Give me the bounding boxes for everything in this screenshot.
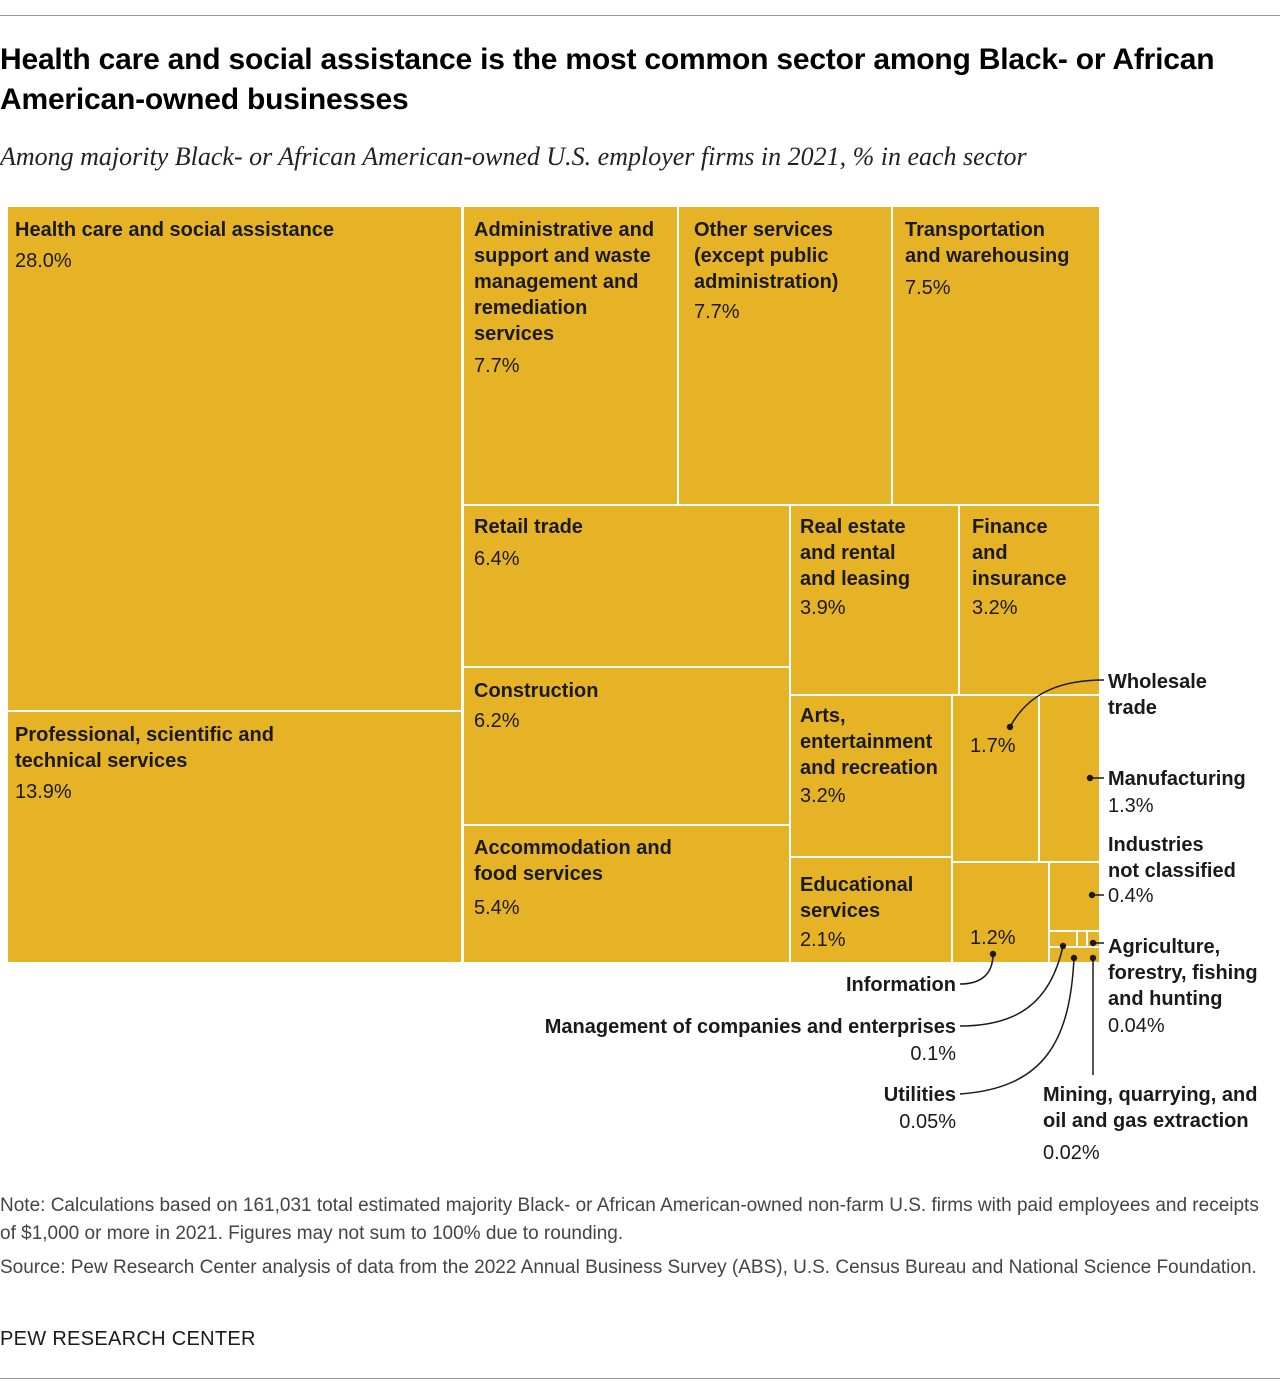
tile-value-retail-trade: 6.4% <box>474 548 520 570</box>
tile-value-construction: 6.2% <box>474 710 520 732</box>
callout-dot-management-of-companies-and-enterprises <box>1059 942 1067 950</box>
tile-value-accommodation-and-food-services: 5.4% <box>474 897 520 919</box>
tile-wholesale-trade <box>951 694 1040 863</box>
tile-value-real-estate-and-rental-and-leasing: 3.9% <box>800 597 846 619</box>
tile-label-transportation-and-warehousing: Transportation and warehousing <box>905 219 1069 267</box>
callout-lines <box>959 679 1105 1095</box>
tile-utilities <box>1076 930 1088 948</box>
chart-title: Health care and social assistance is the… <box>0 43 1215 116</box>
chart-note: Note: Calculations based on 161,031 tota… <box>0 1195 1259 1244</box>
callout-dot-manufacturing <box>1086 774 1094 782</box>
chart-subtitle: Among majority Black- or African America… <box>0 142 1027 171</box>
tile-value-administrative-and-support-and-waste-management-and-remediation-services: 7.7% <box>474 355 520 377</box>
treemap-tiles <box>6 205 1101 964</box>
bottom-rule <box>0 1378 1280 1379</box>
callout-line-management-of-companies-and-enterprises <box>959 945 1064 1027</box>
callout-value-mining-quarrying-and-oil-and-gas-extraction: 0.02% <box>1043 1142 1100 1164</box>
callout-label-information: Information <box>846 974 956 996</box>
callout-value-management-of-companies-and-enterprises: 0.1% <box>910 1043 956 1065</box>
tile-label-arts-entertainment-and-recreation: Arts, entertainment and recreation <box>800 705 938 779</box>
tile-label-retail-trade: Retail trade <box>474 516 583 538</box>
callout-label-agriculture-forestry-fishing-and-hunting: Agriculture, forestry, fishing and hunting <box>1108 936 1258 1010</box>
tile-value-other-services-except-public-administration: 7.7% <box>694 301 740 323</box>
callout-dot-agriculture-forestry-fishing-and-hunting <box>1089 939 1097 947</box>
callout-label-industries-not-classified: Industries not classified <box>1108 834 1236 882</box>
tile-information <box>951 861 1050 964</box>
tile-label-construction: Construction <box>474 680 598 702</box>
callout-label-utilities: Utilities <box>884 1084 956 1106</box>
tile-value-information: 1.2% <box>970 927 1016 949</box>
callout-value-industries-not-classified: 0.4% <box>1108 885 1154 907</box>
tile-value-arts-entertainment-and-recreation: 3.2% <box>800 785 846 807</box>
tile-label-real-estate-and-rental-and-leasing: Real estate and rental and leasing <box>800 516 910 590</box>
tile-educational-services <box>789 856 953 964</box>
chart-source: Source: Pew Research Center analysis of … <box>0 1257 1257 1278</box>
tile-other-services-except-public-administration <box>677 205 893 506</box>
tile-label-educational-services: Educational services <box>800 874 913 922</box>
callout-dot-wholesale-trade <box>1006 723 1014 731</box>
tile-label-professional-scientific-and-technical-services: Professional, scientific and technical se… <box>15 724 274 772</box>
callout-value-utilities: 0.05% <box>899 1111 956 1133</box>
tile-professional-scientific-and-technical-services <box>6 710 463 964</box>
top-rule <box>0 15 1280 16</box>
treemap-chart: Health care and social assistance 28.0% Pr… <box>6 205 1258 1164</box>
tile-label-finance-and-insurance: Finance and insurance <box>972 516 1066 590</box>
tile-transportation-and-warehousing <box>891 205 1101 506</box>
tile-value-educational-services: 2.1% <box>800 929 846 951</box>
callout-line-information <box>959 953 994 985</box>
tile-value-health-care-and-social-assistance: 28.0% <box>15 250 72 272</box>
callout-dot-information <box>989 950 997 958</box>
tile-label-accommodation-and-food-services: Accommodation and food services <box>474 837 672 885</box>
callout-dot-industries-not-classified <box>1088 891 1096 899</box>
tile-value-transportation-and-warehousing: 7.5% <box>905 277 951 299</box>
tile-label-other-services-except-public-administration: Other services (except public administrati… <box>694 219 838 293</box>
callout-value-manufacturing: 1.3% <box>1108 795 1154 817</box>
callout-value-agriculture-forestry-fishing-and-hunting: 0.04% <box>1108 1015 1165 1037</box>
treemap-labels: Health care and social assistance 28.0% Pr… <box>15 219 1258 1164</box>
brand-name: PEW RESEARCH CENTER <box>0 1328 256 1350</box>
callout-line-utilities <box>959 957 1075 1095</box>
tile-value-wholesale-trade: 1.7% <box>970 735 1016 757</box>
tile-health-care-and-social-assistance <box>6 205 463 712</box>
tile-retail-trade <box>462 504 791 668</box>
callout-label-wholesale-trade: Wholesale trade <box>1108 671 1207 719</box>
callout-label-management-of-companies-and-enterprises: Management of companies and enterprises <box>545 1016 956 1038</box>
callout-label-manufacturing: Manufacturing <box>1108 768 1246 790</box>
callout-dot-utilities <box>1070 954 1078 962</box>
tile-label-health-care-and-social-assistance: Health care and social assistance <box>15 219 334 241</box>
callout-dot-mining-quarrying-and-oil-and-gas-extraction <box>1089 954 1097 962</box>
tile-accommodation-and-food-services <box>462 824 791 964</box>
tile-value-professional-scientific-and-technical-services: 13.9% <box>15 781 72 803</box>
tile-finance-and-insurance <box>958 504 1101 696</box>
tile-administrative-and-support-and-waste-management-and-remediation-services <box>462 205 679 506</box>
tile-real-estate-and-rental-and-leasing <box>789 504 960 696</box>
callout-line-wholesale-trade <box>1009 679 1105 728</box>
callout-label-mining-quarrying-and-oil-and-gas-extraction: Mining, quarrying, and oil and gas extrac… <box>1043 1084 1257 1132</box>
tile-label-administrative-and-support-and-waste-management-and-remediation-services: Administrative and support and waste manag… <box>474 219 654 345</box>
tile-value-finance-and-insurance: 3.2% <box>972 597 1018 619</box>
